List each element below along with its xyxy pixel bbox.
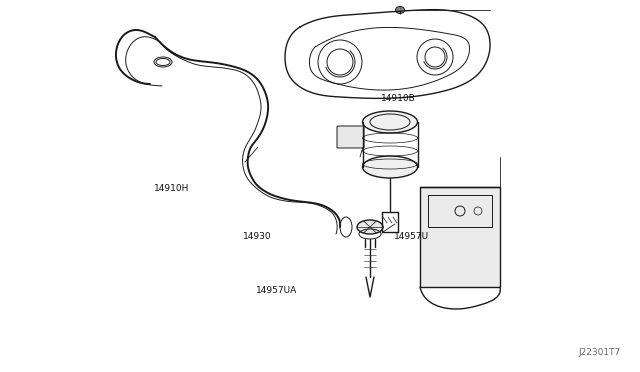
Ellipse shape bbox=[396, 6, 404, 13]
Text: 14957UA: 14957UA bbox=[256, 286, 297, 295]
Ellipse shape bbox=[362, 111, 417, 133]
FancyBboxPatch shape bbox=[337, 126, 364, 148]
FancyBboxPatch shape bbox=[420, 187, 500, 287]
Ellipse shape bbox=[357, 220, 383, 234]
Text: J22301T7: J22301T7 bbox=[579, 348, 621, 357]
Text: 14930: 14930 bbox=[243, 232, 272, 241]
Text: 14910H: 14910H bbox=[154, 184, 189, 193]
Ellipse shape bbox=[362, 156, 417, 178]
Text: 14910B: 14910B bbox=[381, 94, 415, 103]
Text: 14957U: 14957U bbox=[394, 232, 429, 241]
